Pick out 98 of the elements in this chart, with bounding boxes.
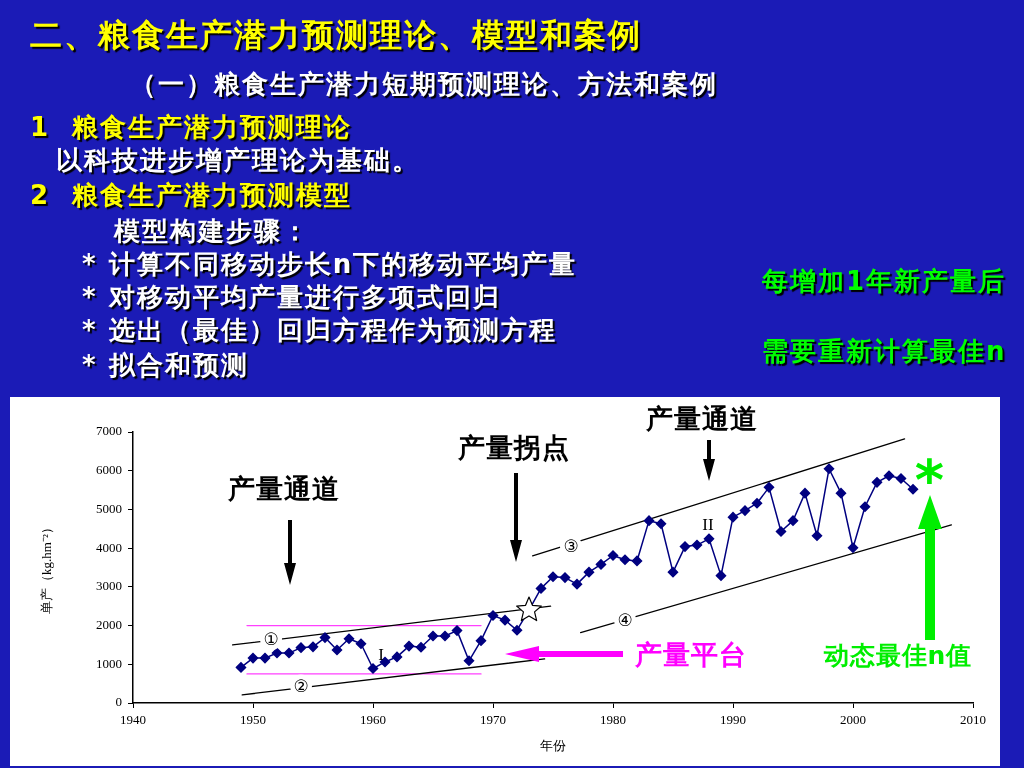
- annotation: I: [378, 645, 384, 665]
- text: 1 粮食生产潜力预测理论: [30, 112, 353, 142]
- y-axis-title: 单产（kg.hm⁻²）: [39, 521, 55, 614]
- point: [559, 572, 571, 583]
- point: [907, 484, 919, 495]
- point: [775, 526, 787, 537]
- point: [547, 571, 559, 583]
- point: [583, 566, 595, 578]
- y-tick-label: 0: [115, 694, 122, 710]
- point: [763, 482, 775, 493]
- point: [355, 638, 367, 650]
- point: [475, 635, 487, 646]
- x-tick-label: 1980: [600, 712, 626, 728]
- point: [367, 663, 379, 674]
- x-tick-label: 2010: [960, 712, 986, 728]
- point: [823, 463, 835, 475]
- x-tick-label: 1950: [240, 712, 266, 728]
- x-axis-title: 年份: [540, 737, 566, 753]
- point: [655, 518, 667, 529]
- y-tick-label: 5000: [96, 500, 122, 516]
- point: [247, 652, 259, 664]
- text: * 对移动平均产量进行多项式回归: [82, 282, 501, 312]
- point: [535, 583, 547, 594]
- annotation: ③: [563, 536, 579, 557]
- point: [703, 533, 715, 545]
- point: [283, 647, 295, 659]
- point: [883, 470, 895, 481]
- point: [859, 501, 871, 512]
- annotation: 动态最佳n值: [823, 640, 973, 670]
- point: [787, 515, 799, 526]
- point: [343, 633, 355, 644]
- chart-subtitle: （一）粮食生产潜力短期预测理论、方法和案例: [130, 68, 718, 100]
- point: [799, 487, 811, 499]
- annotation: *: [914, 447, 946, 512]
- text: * 拟合和预测: [82, 350, 249, 380]
- point: [271, 647, 283, 659]
- text: 每增加1年新产量后: [762, 266, 1007, 296]
- point: [667, 566, 679, 578]
- point: [439, 630, 451, 642]
- annotation: 产量拐点: [458, 431, 570, 463]
- point: [895, 473, 907, 484]
- x-tick-label: 1960: [360, 712, 386, 728]
- point: [607, 550, 619, 561]
- point: [427, 630, 439, 642]
- point: [499, 614, 511, 626]
- point: [871, 477, 883, 488]
- chart-title: 二、粮食生产潜力预测理论、模型和案例: [30, 16, 642, 54]
- point: [691, 539, 703, 551]
- x-tick-label: 1970: [480, 712, 506, 728]
- annotation: ②: [293, 675, 309, 696]
- point: [403, 640, 415, 652]
- point: [595, 559, 607, 570]
- point: [643, 515, 655, 526]
- x-tick-label: 1940: [120, 712, 146, 728]
- point: [751, 497, 763, 509]
- y-tick-label: 2000: [96, 616, 122, 632]
- point: [415, 642, 427, 653]
- y-tick-label: 6000: [96, 462, 122, 478]
- point: [511, 624, 523, 636]
- annotation: ①: [263, 629, 279, 650]
- text: * 计算不同移动步长n下的移动平均产量: [82, 249, 578, 279]
- point: [811, 530, 823, 541]
- annotation: ④: [617, 609, 633, 630]
- point: [715, 570, 727, 581]
- annotation: 产量通道: [646, 402, 758, 434]
- point: [259, 652, 271, 664]
- x-tick-label: 1990: [720, 712, 746, 728]
- point: [679, 541, 691, 552]
- y-tick-label: 1000: [96, 655, 122, 671]
- point: [463, 655, 475, 667]
- point: [847, 542, 859, 554]
- text: 2 粮食生产潜力预测模型: [30, 180, 353, 210]
- point: [835, 487, 847, 499]
- text: 以科技进步增产理论为基础。: [56, 145, 420, 175]
- y-tick-label: 4000: [96, 539, 122, 555]
- point: [739, 505, 751, 516]
- annotation: 产量通道: [228, 472, 340, 504]
- point: [295, 642, 307, 653]
- point: [619, 554, 631, 566]
- annotation: II: [702, 515, 714, 535]
- point: [307, 641, 319, 653]
- point: [319, 632, 331, 643]
- annotation: 产量平台: [635, 638, 747, 670]
- point: [571, 578, 583, 590]
- y-tick-label: 7000: [96, 423, 122, 439]
- point: [631, 555, 643, 567]
- y-tick-label: 3000: [96, 578, 122, 594]
- point: [391, 651, 403, 663]
- point: [727, 511, 739, 523]
- point: [331, 644, 343, 656]
- text: * 选出（最佳）回归方程作为预测方程: [82, 315, 557, 345]
- point: [451, 625, 463, 636]
- text: 模型构建步骤：: [114, 216, 310, 246]
- text: 需要重新计算最佳n: [762, 336, 1007, 366]
- point: [235, 662, 247, 673]
- point: [487, 610, 499, 621]
- x-tick-label: 2000: [840, 712, 866, 728]
- point: [516, 596, 542, 622]
